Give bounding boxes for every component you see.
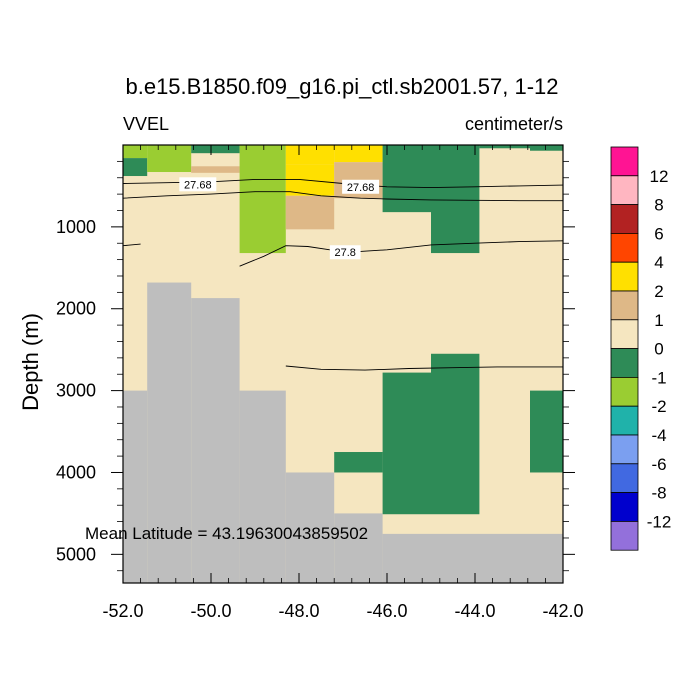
data-cell <box>431 145 480 254</box>
x-tick-label: -50.0 <box>190 601 231 621</box>
colorbar-label: 8 <box>654 196 663 215</box>
contour-label-box <box>179 177 217 192</box>
contour-label: 27.8 <box>334 247 355 259</box>
colorbar-label: 2 <box>654 282 663 301</box>
land-block <box>239 390 286 583</box>
x-tick-label: -52.0 <box>102 601 143 621</box>
land-block <box>123 390 148 583</box>
units-label: centimeter/s <box>465 114 563 134</box>
colorbar-label: -12 <box>647 512 672 531</box>
axes: -52.0 -50.0 -48.0 -46.0 -44.0 -42.0 1000 2000 30… <box>56 144 584 621</box>
colorbar-box <box>610 290 639 321</box>
data-cell <box>334 452 383 473</box>
data-cell <box>285 195 335 230</box>
data-cell <box>123 176 148 199</box>
colorbar: 12 8 6 4 2 1 0 -1 -2 -4 -6 -8 -12 <box>610 146 672 551</box>
data-cell <box>285 145 335 165</box>
colorbar-label: -2 <box>651 397 666 416</box>
colorbar-box <box>610 146 639 177</box>
data-cell <box>382 372 431 515</box>
x-tick-label: -44.0 <box>454 601 495 621</box>
colorbar-box <box>610 376 639 407</box>
colorbar-label: -6 <box>651 455 666 474</box>
land-block <box>382 533 563 583</box>
variable-label: VVEL <box>123 114 169 134</box>
contour-label-box <box>329 245 361 260</box>
colorbar-box <box>610 521 639 551</box>
data-cell <box>191 166 240 173</box>
data-cell <box>123 145 148 159</box>
contour-line <box>122 191 563 202</box>
colorbar-label: 1 <box>654 311 663 330</box>
chart-title: b.e15.B1850.f09_g16.pi_ctl.sb2001.57, 1-… <box>125 74 558 99</box>
land-block <box>147 282 192 583</box>
contour-line <box>239 240 564 267</box>
mean-latitude-annotation: Mean Latitude = 43.19630043859502 <box>85 524 368 543</box>
contour-label: 27.68 <box>347 182 375 194</box>
contour-line <box>285 365 563 371</box>
contour-label: 27.68 <box>184 179 212 191</box>
x-tick-label: -48.0 <box>278 601 319 621</box>
colorbar-label: 0 <box>654 340 663 359</box>
data-cell <box>147 145 192 173</box>
x-tick-label: -42.0 <box>542 601 583 621</box>
data-cell <box>382 145 431 213</box>
colorbar-box <box>610 348 639 378</box>
data-cell <box>123 158 148 177</box>
y-axis-label: Depth (m) <box>18 313 43 411</box>
colorbar-label: 12 <box>650 167 669 186</box>
y-tick-label: 2000 <box>56 299 96 319</box>
data-cell <box>431 353 480 515</box>
colorbar-label: -4 <box>651 426 666 445</box>
y-tick-label: 5000 <box>56 544 96 564</box>
colorbar-box <box>610 232 639 263</box>
data-cells <box>123 145 563 515</box>
contour-line <box>122 243 141 247</box>
y-tick-label: 3000 <box>56 381 96 401</box>
colorbar-box <box>610 463 639 493</box>
contour-label-box <box>342 179 380 194</box>
y-tick-label: 1000 <box>56 217 96 237</box>
colorbar-box <box>610 492 639 522</box>
plot-area: 27.68 27.68 27.8 -52.0 -50.0 -48.0 -46.0 -44.0… <box>56 144 584 621</box>
data-cell <box>334 145 383 163</box>
contour-lines: 27.68 27.68 27.8 <box>122 177 564 371</box>
colorbar-box <box>610 319 639 349</box>
colorbar-label: -8 <box>651 484 666 503</box>
colorbar-box <box>610 405 639 436</box>
colorbar-box <box>610 204 639 234</box>
plot-frame <box>122 144 564 584</box>
data-cell <box>191 145 240 154</box>
colorbar-label: 6 <box>654 224 663 243</box>
y-tick-label: 4000 <box>56 462 96 482</box>
colorbar-label: -1 <box>651 368 666 387</box>
land-block <box>334 513 383 583</box>
x-tick-label: -46.0 <box>366 601 407 621</box>
data-cell <box>239 145 286 254</box>
colorbar-box <box>610 175 639 206</box>
colorbar-box <box>610 261 639 292</box>
land-block <box>191 298 240 583</box>
data-cell <box>530 390 563 473</box>
colorbar-label: 4 <box>654 253 663 272</box>
colorbar-box <box>610 434 639 465</box>
land-block <box>285 472 335 583</box>
data-cell <box>530 145 563 151</box>
land-mask <box>123 282 563 583</box>
data-cell <box>479 145 530 149</box>
